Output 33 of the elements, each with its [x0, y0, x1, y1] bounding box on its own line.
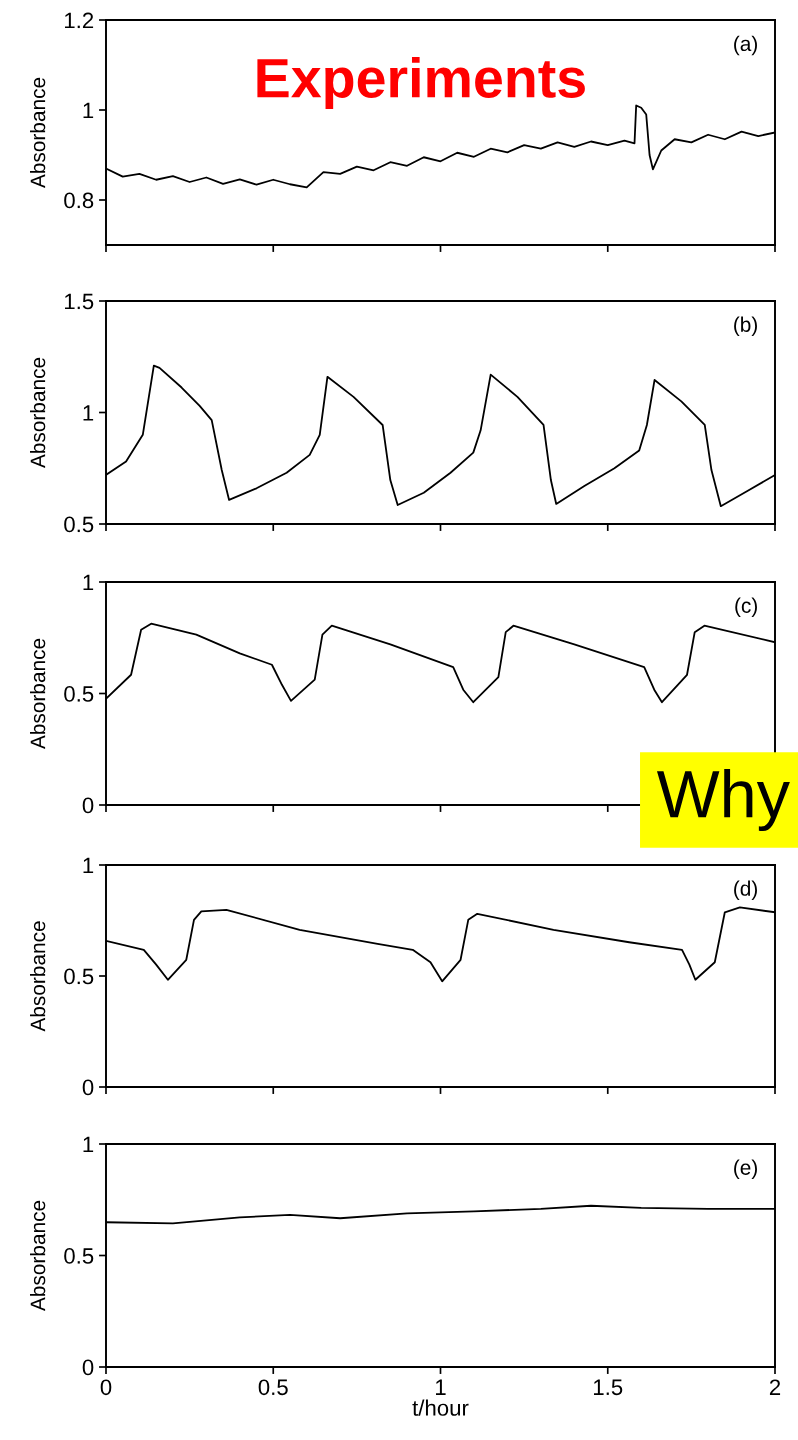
y-tick-label: 0.5 [64, 516, 94, 533]
x-axis-title: t/hour [412, 1399, 469, 1416]
annotation: (d) [734, 880, 757, 900]
y-tick-label: 1 [83, 102, 94, 119]
x-tick-label: 1 [436, 1379, 446, 1395]
x-tick-label: 1.5 [594, 1379, 623, 1396]
y-tick-label: 1.2 [65, 12, 94, 29]
annotation: (c) [735, 597, 757, 618]
y-axis-title: Absorbance [30, 921, 46, 1032]
y-tick-label: 0 [82, 797, 94, 814]
y-tick-label: 1.5 [65, 293, 94, 310]
y-tick-label: 1 [83, 1136, 94, 1153]
y-tick-label: 1 [83, 405, 94, 421]
y-tick-label: 0.5 [64, 686, 94, 702]
y-tick-label: 0.5 [64, 1248, 94, 1264]
x-tick-label: 0 [100, 1379, 112, 1396]
annotation: Why [656, 768, 790, 832]
annotation: (e) [734, 1159, 757, 1180]
y-axis-title: Absorbance [30, 1200, 46, 1312]
annotation: (a) [734, 35, 757, 56]
annotation: (b) [734, 316, 757, 337]
x-tick-label: 0.5 [258, 1379, 288, 1396]
y-axis-title: Absorbance [30, 77, 46, 189]
y-tick-label: 0.8 [64, 192, 94, 209]
y-tick-label: 0 [82, 1359, 94, 1376]
y-tick-label: 1 [83, 574, 94, 591]
x-tick-label: 2 [769, 1379, 781, 1395]
y-tick-label: 0 [82, 1079, 94, 1096]
y-tick-label: 1 [83, 857, 94, 874]
y-tick-label: 0.5 [64, 968, 94, 985]
y-axis-title: Absorbance [30, 357, 46, 469]
y-axis-title: Absorbance [30, 638, 46, 750]
annotation: Experiments [257, 57, 585, 109]
